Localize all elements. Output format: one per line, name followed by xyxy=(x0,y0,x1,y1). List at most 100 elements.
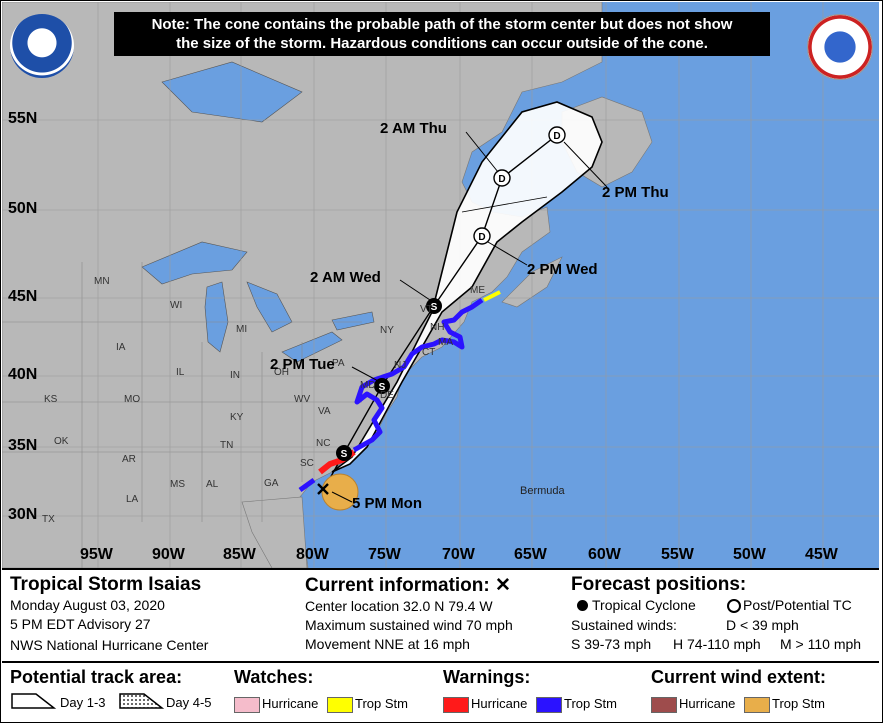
lon-label: 85W xyxy=(223,546,256,563)
legend-panel: Potential track area: Day 1-3 Day 4-5 Wa… xyxy=(2,661,879,723)
bermuda-label: Bermuda xyxy=(520,485,565,497)
marker-post-2 xyxy=(493,169,511,187)
state-label: NH xyxy=(430,322,445,333)
cone-note: Note: The cone contains the probable pat… xyxy=(114,12,770,56)
state-label: OH xyxy=(274,367,289,378)
warn-hurricane-label: Hurricane xyxy=(471,696,528,711)
lon-label: 45W xyxy=(805,546,838,563)
state-label: NC xyxy=(316,438,331,449)
forecast-cone xyxy=(331,101,603,473)
warn-tropstm-label: Trop Stm xyxy=(564,696,617,711)
watch-hurricane-label: Hurricane xyxy=(262,696,319,711)
h-range: H 74-110 mph xyxy=(673,636,761,652)
day45-label: Day 4-5 xyxy=(166,695,212,710)
lon-label: 95W xyxy=(80,546,113,563)
lon-label: 50W xyxy=(733,546,766,563)
state-label: MA xyxy=(438,337,453,348)
day13-icon xyxy=(11,693,57,709)
state-label: IN xyxy=(230,370,240,381)
state-label: MS xyxy=(170,479,185,490)
current-info-title: Current information: ✕ xyxy=(305,575,511,596)
map-panel: S S S D D D Note xyxy=(2,2,879,568)
lon-label: 65W xyxy=(514,546,547,563)
track-area-title: Potential track area: xyxy=(10,667,183,687)
state-label: NY xyxy=(380,325,394,336)
state-label: MN xyxy=(94,276,110,287)
state-label: IL xyxy=(176,367,185,378)
state-label: DE xyxy=(380,390,394,401)
movement: Movement NNE at 16 mph xyxy=(305,636,470,652)
current-position-marker xyxy=(317,483,329,495)
lon-label: 80W xyxy=(296,546,329,563)
lon-label: 60W xyxy=(588,546,621,563)
forecast-label: 2 PM Tue xyxy=(270,356,335,373)
forecast-label: 2 PM Wed xyxy=(527,261,598,278)
forecast-label: 2 AM Thu xyxy=(380,120,447,137)
forecast-label: 2 PM Thu xyxy=(602,184,669,201)
tropical-cyclone-icon xyxy=(577,600,588,611)
svg-text:D: D xyxy=(498,174,505,185)
lat-label: 50N xyxy=(8,200,38,217)
watches-title: Watches: xyxy=(234,667,314,687)
max-wind: Maximum sustained wind 70 mph xyxy=(305,617,513,633)
state-label: VA xyxy=(318,406,331,417)
state-label: KS xyxy=(44,394,58,405)
wind-extent-title: Current wind extent: xyxy=(651,667,827,687)
lake-michigan xyxy=(204,281,229,353)
map-canvas: S S S D D D xyxy=(2,2,879,568)
svg-text:D: D xyxy=(553,131,560,142)
state-label: WV xyxy=(294,394,311,405)
lake-ontario xyxy=(331,311,375,331)
wind-tropstm-swatch xyxy=(744,697,770,713)
advisory-number: 5 PM EDT Advisory 27 xyxy=(10,616,151,632)
forecast-label: 5 PM Mon xyxy=(352,495,422,512)
wind-hurricane-swatch xyxy=(651,697,677,713)
watch-hurricane-swatch xyxy=(234,697,260,713)
noaa-logo-icon xyxy=(10,14,74,78)
watch-tropstm-swatch xyxy=(327,697,353,713)
warn-tropstm-swatch xyxy=(536,697,562,713)
state-label: TN xyxy=(220,440,234,451)
marker-post-1 xyxy=(473,227,491,245)
m-range: M > 110 mph xyxy=(780,636,862,652)
storm-name: Tropical Storm Isaias xyxy=(10,574,202,595)
post-tc-label: Post/Potential TC xyxy=(743,597,852,613)
state-label: ME xyxy=(470,285,485,296)
state-label: KY xyxy=(230,412,244,423)
land-florida xyxy=(241,496,308,568)
d-range: D < 39 mph xyxy=(726,617,799,633)
s-range: S 39-73 mph xyxy=(571,636,652,652)
state-label: NJ xyxy=(394,360,407,371)
advisory-date: Monday August 03, 2020 xyxy=(10,597,165,613)
state-label: AR xyxy=(122,454,136,465)
warnings-title: Warnings: xyxy=(443,667,531,687)
info-panel: Tropical Storm Isaias Monday August 03, … xyxy=(2,568,879,663)
forecast-label: 2 AM Wed xyxy=(310,269,381,286)
lat-label: 45N xyxy=(8,288,38,305)
day13-label: Day 1-3 xyxy=(60,695,106,710)
wind-hurricane-label: Hurricane xyxy=(679,696,736,711)
lake-erie xyxy=(281,331,343,363)
day45-icon xyxy=(119,693,165,709)
watch-tropstm-coast xyxy=(483,290,501,302)
state-label: PA xyxy=(332,358,345,369)
warn-hurricane-swatch xyxy=(443,697,469,713)
state-label: CT xyxy=(422,347,436,358)
svg-text:S: S xyxy=(379,382,386,393)
center-location: Center location 32.0 N 79.4 W xyxy=(305,598,493,614)
lon-label: 90W xyxy=(152,546,185,563)
warning-tropstm-coast xyxy=(298,297,484,493)
state-label: MI xyxy=(236,324,248,335)
state-label: SC xyxy=(300,458,314,469)
lon-label: 55W xyxy=(661,546,694,563)
nws-logo-icon xyxy=(807,14,873,80)
state-label: OK xyxy=(54,436,69,447)
lat-label: 35N xyxy=(8,437,38,454)
state-label: AL xyxy=(206,479,219,490)
post-tc-icon xyxy=(727,599,741,613)
tropical-cyclone-label: Tropical Cyclone xyxy=(592,597,696,613)
state-label: MD xyxy=(360,380,376,391)
lake-huron xyxy=(246,281,293,333)
lon-label: 70W xyxy=(442,546,475,563)
